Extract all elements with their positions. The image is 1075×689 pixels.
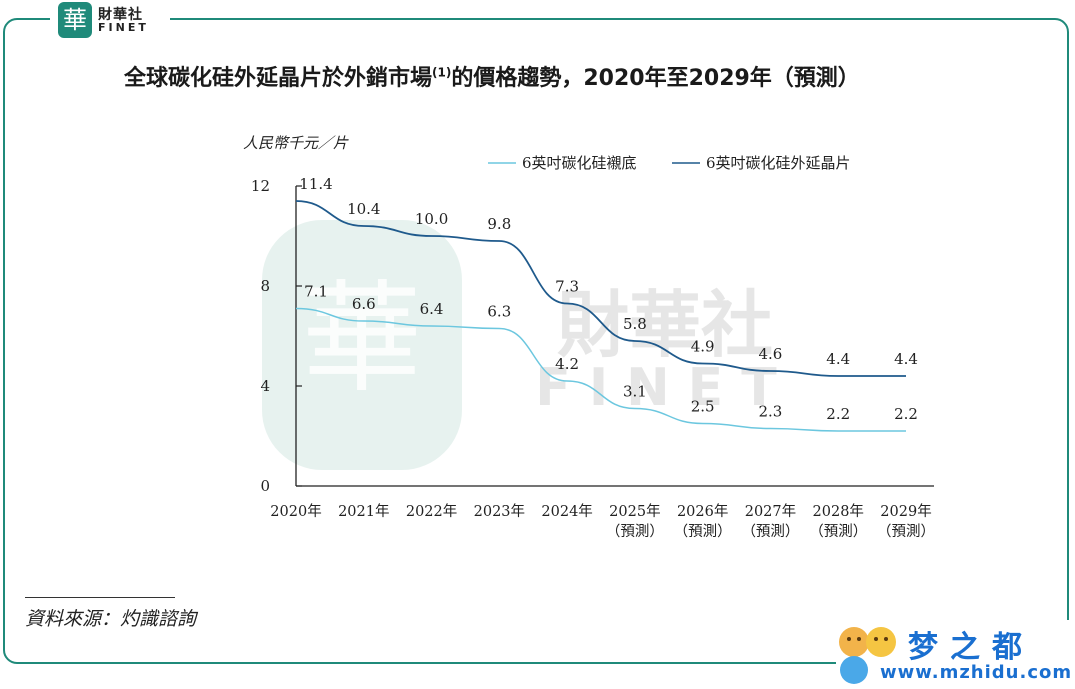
chart-frame xyxy=(3,18,1069,664)
x-tick-label: 2028年 xyxy=(813,503,864,520)
axes: 0 4 8 12 2020年 2021年 2022年 2023年 2024年 2025年 （預測） 2… xyxy=(251,177,935,540)
data-label: 2.2 xyxy=(894,405,918,423)
data-label: 4.6 xyxy=(759,345,783,363)
data-label: 4.4 xyxy=(894,350,918,368)
watermark-cn: 財華社 xyxy=(557,283,773,367)
x-tick-sublabel: （預測） xyxy=(674,523,732,540)
data-label: 6.6 xyxy=(352,295,376,313)
y-tick-label: 12 xyxy=(251,177,270,195)
logo-text-cn: 財華社 xyxy=(98,7,143,23)
mascot-icon xyxy=(839,627,896,684)
data-label: 4.2 xyxy=(555,355,579,373)
legend-label-2: 6英吋碳化硅外延晶片 xyxy=(706,154,851,172)
watermark-seal xyxy=(262,220,462,470)
data-labels: 7.1 6.6 6.4 6.3 4.2 3.1 2.5 2.3 2.2 2.2 11.4 10.4 10… xyxy=(299,175,918,423)
data-label: 5.8 xyxy=(623,315,647,333)
legend-label-1: 6英吋碳化硅襯底 xyxy=(522,154,637,172)
watermark-seal-char: 華 xyxy=(302,270,422,409)
data-label: 11.4 xyxy=(299,175,332,193)
x-tick-label: 2022年 xyxy=(406,503,457,520)
corner-watermark-url: www.mzhidu.com xyxy=(880,662,1073,683)
finet-logo: 華 財華社 FINET xyxy=(50,0,170,40)
data-label: 2.2 xyxy=(826,405,850,423)
center-watermark: 華 財華社 FINET xyxy=(262,220,777,470)
data-label: 7.1 xyxy=(304,283,328,301)
title-part-a: 全球碳化硅外延晶片於外銷市場 xyxy=(124,66,433,91)
legend: 6英吋碳化硅襯底 6英吋碳化硅外延晶片 xyxy=(488,154,851,172)
corner-watermark-cn: 梦之都 xyxy=(908,630,1034,665)
x-tick-label: 2029年 xyxy=(880,503,931,520)
chart-title: 全球碳化硅外延晶片於外銷市場(1)的價格趨勢，2020年至2029年（預測） xyxy=(124,60,1064,92)
x-tick-sublabel: （預測） xyxy=(877,523,935,540)
title-part-b: 的價格趨勢，2020年至2029年（預測） xyxy=(451,66,860,91)
data-label: 6.4 xyxy=(420,300,444,318)
x-tick-sublabel: （預測） xyxy=(809,523,867,540)
x-tick-label: 2027年 xyxy=(745,503,796,520)
source-note: 資料來源：灼識諮詢 xyxy=(25,608,197,630)
data-label: 3.1 xyxy=(623,383,647,401)
x-tick-label: 2023年 xyxy=(474,503,525,520)
x-tick-label: 2025年 xyxy=(609,503,660,520)
y-tick-label: 8 xyxy=(260,277,270,295)
x-tick-sublabel: （預測） xyxy=(606,523,664,540)
data-label: 6.3 xyxy=(487,303,511,321)
data-label: 2.3 xyxy=(759,403,783,421)
x-tick-label: 2021年 xyxy=(338,503,389,520)
data-label: 10.0 xyxy=(415,210,448,228)
logo-badge: 華 xyxy=(58,2,92,38)
x-tick-label: 2024年 xyxy=(541,503,592,520)
series-line-1 xyxy=(295,307,906,432)
title-footnote: (1) xyxy=(432,65,452,80)
corner-watermark: 梦之都 www.mzhidu.com xyxy=(836,620,1075,689)
data-label: 10.4 xyxy=(347,200,380,218)
x-tick-sublabel: （預測） xyxy=(741,523,799,540)
series-lines xyxy=(295,200,906,432)
x-tick-label: 2026年 xyxy=(677,503,728,520)
data-label: 4.9 xyxy=(691,338,715,356)
data-label: 4.4 xyxy=(826,350,850,368)
data-label: 9.8 xyxy=(487,215,511,233)
data-label: 7.3 xyxy=(555,278,579,296)
logo-text-en: FINET xyxy=(98,21,149,34)
source-divider xyxy=(25,597,175,598)
series-line-2 xyxy=(295,200,906,377)
x-tick-label: 2020年 xyxy=(270,503,321,520)
y-tick-label: 4 xyxy=(260,377,270,395)
y-axis-label: 人民幣千元／片 xyxy=(243,134,349,152)
data-label: 2.5 xyxy=(691,398,715,416)
y-tick-label: 0 xyxy=(260,477,270,495)
